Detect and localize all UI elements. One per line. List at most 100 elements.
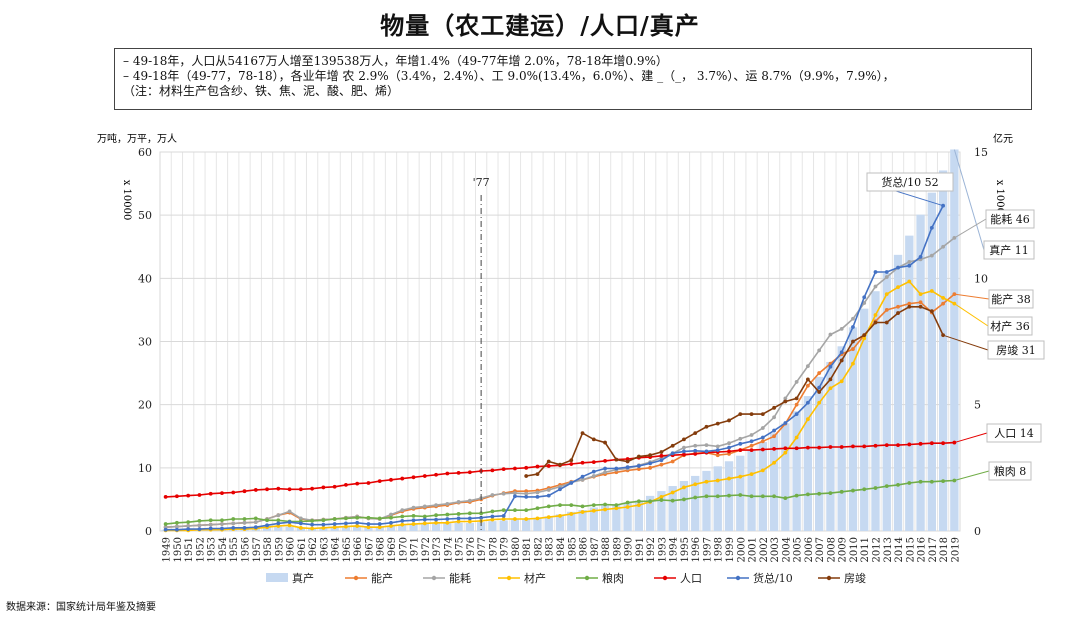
point-货总/10	[490, 514, 495, 519]
point-货总/10	[670, 451, 675, 456]
point-货总/10	[682, 449, 686, 454]
end-label-box-房竣	[987, 340, 1045, 360]
end-label-box-人口	[986, 423, 1042, 443]
legend-marker-能耗	[431, 575, 437, 581]
end-label-box-货总/10	[866, 172, 954, 192]
point-人口	[242, 489, 247, 494]
point-货总/10	[648, 461, 653, 466]
point-能耗	[456, 500, 461, 504]
point-人口	[456, 470, 461, 475]
point-粮肉	[175, 520, 179, 525]
point-能产	[941, 301, 945, 306]
point-能产	[659, 462, 664, 467]
y-left-tick-label: 50	[138, 209, 152, 222]
point-材产	[636, 503, 641, 508]
point-能耗	[794, 380, 799, 384]
x-tick-label: 2004	[781, 537, 792, 562]
point-货总/10	[873, 270, 878, 274]
point-货总/10	[287, 520, 292, 525]
point-粮肉	[265, 518, 269, 523]
end-label-box-能产	[988, 289, 1034, 309]
x-tick-label: 1997	[702, 537, 713, 562]
y-left-scale-label: x 10000	[121, 180, 132, 221]
bar-真产	[567, 511, 576, 531]
point-粮肉	[501, 508, 506, 513]
point-材产	[445, 520, 450, 525]
point-材产	[839, 379, 844, 384]
y-right-unit-label: 亿元	[993, 132, 1013, 145]
point-能耗	[727, 441, 731, 446]
bar-真产	[893, 254, 903, 531]
x-tick-label: 1965	[342, 537, 353, 562]
point-人口	[738, 448, 743, 453]
point-材产	[749, 472, 754, 477]
point-货总/10	[805, 400, 810, 405]
point-粮肉	[310, 518, 315, 523]
bar-真产	[691, 475, 700, 531]
point-粮肉	[805, 492, 810, 497]
leader-line-人口	[954, 432, 988, 444]
leader-line-房竣	[942, 334, 989, 351]
point-粮肉	[434, 513, 438, 518]
legend-label-材产: 材产	[524, 571, 546, 585]
point-货总/10	[862, 295, 867, 300]
point-货总/10	[377, 522, 382, 526]
point-能耗	[591, 474, 596, 478]
point-货总/10	[231, 525, 236, 530]
legend-marker-货总/10	[735, 575, 741, 581]
point-粮肉	[467, 511, 472, 516]
point-房竣	[862, 333, 867, 338]
point-粮肉	[772, 494, 776, 499]
point-粮肉	[400, 514, 405, 519]
point-能耗	[220, 522, 224, 526]
x-tick-label: 1954	[218, 537, 229, 562]
x-tick-label: 2015	[905, 537, 916, 562]
point-人口	[760, 447, 765, 452]
point-材产	[422, 521, 427, 526]
bar-真产	[274, 526, 283, 531]
point-房竣	[783, 399, 788, 404]
point-人口	[467, 470, 472, 475]
y-right-scale-label: x 10000	[994, 180, 1005, 221]
point-粮肉	[693, 495, 698, 500]
point-货总/10	[456, 516, 461, 521]
point-粮肉	[242, 517, 247, 521]
x-tick-label: 1992	[646, 537, 657, 562]
point-人口	[220, 491, 224, 495]
point-人口	[400, 476, 405, 481]
point-材产	[805, 417, 810, 422]
end-label-人口: 人口 14	[994, 427, 1034, 440]
end-label-房竣: 房竣 31	[996, 343, 1036, 357]
x-tick-label: 1994	[669, 537, 680, 562]
x-tick-label: 1959	[274, 537, 285, 562]
end-label-能耗: 能耗 46	[990, 212, 1030, 226]
point-材产	[682, 485, 686, 490]
point-材产	[727, 476, 731, 481]
x-tick-label: 2014	[894, 537, 905, 562]
point-货总/10	[772, 428, 776, 433]
point-人口	[693, 452, 698, 456]
point-货总/10	[220, 526, 224, 531]
point-货总/10	[366, 522, 371, 526]
point-材产	[625, 505, 630, 509]
point-能产	[896, 304, 900, 309]
point-货总/10	[558, 487, 562, 492]
x-tick-label: 1993	[657, 537, 668, 562]
legend-marker-能产	[353, 575, 359, 581]
point-人口	[727, 449, 731, 454]
point-能产	[772, 434, 776, 439]
bar-真产	[905, 235, 914, 531]
point-能耗	[907, 260, 912, 264]
point-房竣	[873, 320, 878, 325]
legend-label-真产: 真产	[292, 571, 314, 585]
x-tick-label: 1960	[286, 537, 297, 562]
point-粮肉	[851, 488, 855, 493]
point-货总/10	[422, 517, 427, 522]
point-粮肉	[591, 503, 596, 508]
point-材产	[614, 506, 619, 511]
point-能产	[817, 371, 822, 375]
bar-真产	[386, 525, 396, 531]
point-人口	[682, 452, 686, 457]
point-能耗	[828, 332, 833, 337]
